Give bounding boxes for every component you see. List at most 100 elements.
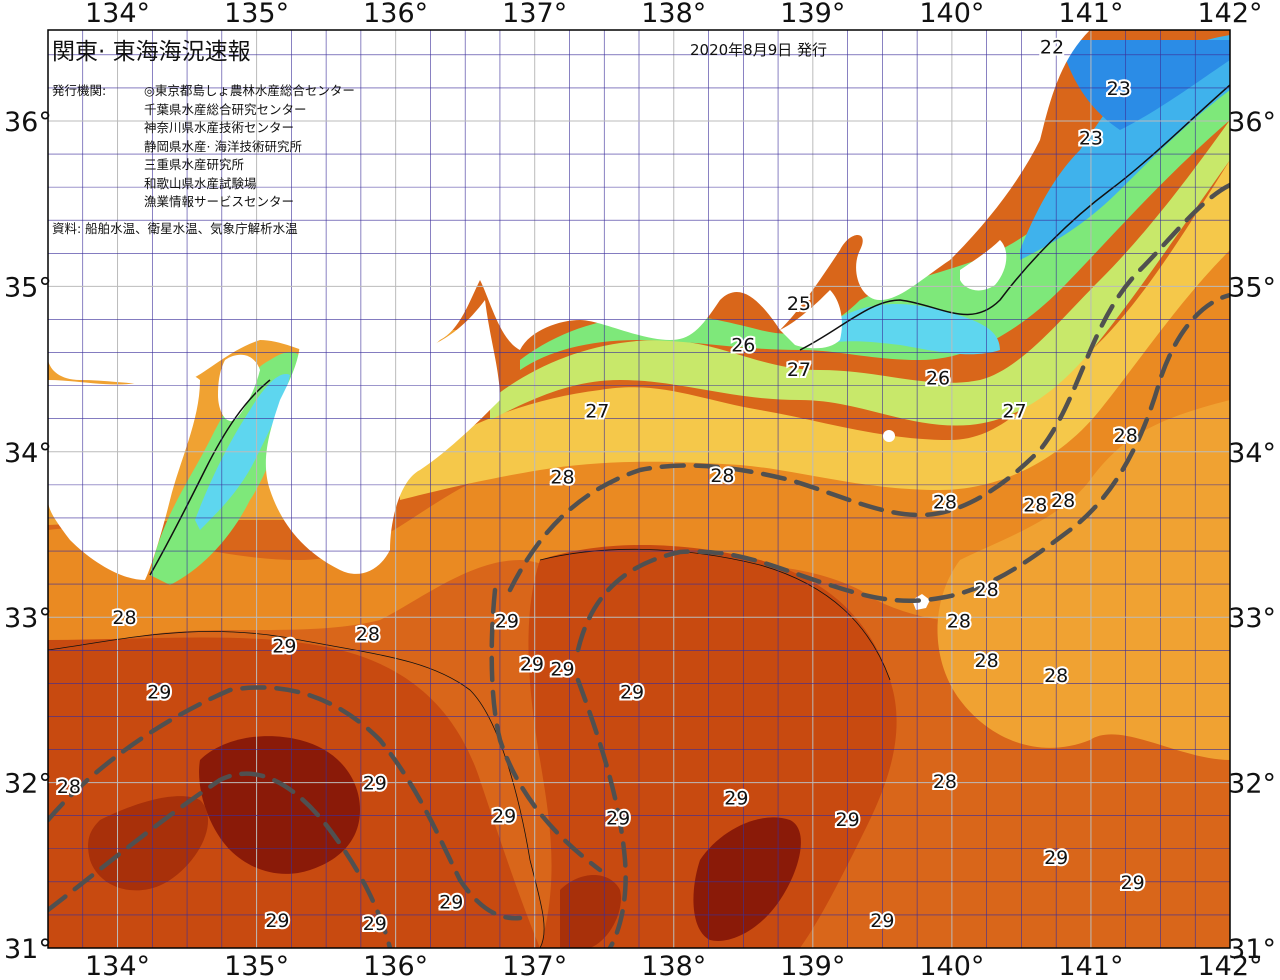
isotherm-label: 28 <box>1051 490 1075 512</box>
longitude-label-top: 134° <box>85 0 150 29</box>
longitude-label-top: 140° <box>919 0 984 29</box>
isotherm-label: 22 <box>1040 37 1064 59</box>
latitude-label-left: 35° <box>4 272 52 303</box>
latitude-label-left: 31° <box>4 934 52 965</box>
isotherm-label: 29 <box>439 892 463 914</box>
isotherm-label: 29 <box>363 913 387 935</box>
latitude-label-right: 33° <box>1228 603 1276 634</box>
data-source: 資料: 船舶水温、衛星水温、気象庁解析水温 <box>52 221 298 236</box>
latitude-label-right: 34° <box>1228 438 1276 469</box>
isotherm-label: 29 <box>363 773 387 795</box>
hot-core-29-5 <box>88 796 209 891</box>
isotherm-label: 29 <box>1044 847 1068 869</box>
isotherm-label: 28 <box>1114 425 1138 447</box>
longitude-label-top: 135° <box>224 0 289 29</box>
warm-band-28-east <box>937 400 1230 760</box>
coastal-27 <box>400 160 1230 500</box>
warm-pool-29-east <box>528 545 897 948</box>
latitude-label-left: 32° <box>4 769 52 800</box>
issuer-item: 三重県水産研究所 <box>144 157 245 172</box>
isotherm-label: 28 <box>550 467 574 489</box>
cold-water-22 <box>1060 40 1230 130</box>
isotherm-label: 28 <box>710 465 734 487</box>
isotherm-label: 28 <box>1044 665 1068 687</box>
isotherm-label: 27 <box>1002 400 1026 422</box>
land-shikoku <box>48 374 200 580</box>
coastal-26 <box>490 120 1230 426</box>
latitude-label-left: 33° <box>4 603 52 634</box>
warm-eddy-meander-west <box>48 685 523 921</box>
longitude-label-bottom: 140° <box>919 951 984 980</box>
warm-eddy-inner <box>489 587 603 873</box>
isotherm-label: 29 <box>265 910 289 932</box>
isotherm-label: 29 <box>1121 872 1145 894</box>
isotherm-label: 29 <box>520 654 544 676</box>
isotherm-label: 29 <box>724 787 748 809</box>
isotherm-label: 28 <box>947 610 971 632</box>
latitude-label-right: 36° <box>1228 107 1276 138</box>
longitude-label-bottom: 134° <box>85 951 150 980</box>
isotherm-label: 26 <box>926 367 950 389</box>
contour-line <box>799 84 1230 351</box>
land-izu-peninsula <box>780 290 842 349</box>
isotherm-label: 25 <box>787 293 811 315</box>
isotherm-label: 28 <box>975 579 999 601</box>
issuer-item: 神奈川県水産技術センター <box>144 120 295 135</box>
issuer-block: 発行機関: ◎東京都島しょ農林水産総合センター 千葉県水産総合研究センター 神奈川… <box>52 82 355 212</box>
isotherm-label: 28 <box>57 776 81 798</box>
isotherm-label: 28 <box>112 607 136 629</box>
isotherm-label: 29 <box>147 682 171 704</box>
longitude-label-top: 141° <box>1058 0 1123 29</box>
latitude-label-left: 34° <box>4 438 52 469</box>
kuroshio-axis-north <box>507 182 1230 593</box>
issuer-item: 静岡県水産· 海洋技術研究所 <box>144 138 302 154</box>
isotherm-label: 28 <box>1023 495 1047 517</box>
isotherm-label: 29 <box>495 610 519 632</box>
isotherm-label: 29 <box>606 807 630 829</box>
axis-labels: 134° 134° 135° 135° 136° 136° 137° 137° 138° 138°… <box>4 0 1276 980</box>
issuer-item: 和歌山県水産試験場 <box>144 175 257 191</box>
isotherm-label: 29 <box>835 809 859 831</box>
isotherm-label: 28 <box>975 650 999 672</box>
land-awaji <box>218 354 260 421</box>
land-izu-oshima <box>883 430 895 442</box>
map-title: 関東· 東海海況速報 <box>52 39 251 65</box>
isotherm-label: 29 <box>870 910 894 932</box>
isotherm-label: 29 <box>550 658 574 680</box>
warm-eddy-meander-southwest <box>48 771 393 948</box>
land-boso-peninsula <box>960 240 1007 291</box>
map-frame <box>47 29 1231 949</box>
longitude-label-top: 139° <box>780 0 845 29</box>
isotherm-label: 27 <box>787 359 811 381</box>
longitude-label-bottom: 139° <box>780 951 845 980</box>
longitude-label-bottom: 138° <box>641 951 706 980</box>
latitude-label-right: 32° <box>1228 769 1276 800</box>
longitude-label-bottom: 141° <box>1058 951 1123 980</box>
hot-core-30-west <box>199 736 360 874</box>
isotherm-label: 29 <box>620 682 644 704</box>
issue-date: 2020年8月9日 発行 <box>690 41 828 59</box>
longitude-label-bottom: 136° <box>363 951 428 980</box>
longitude-label-top: 137° <box>502 0 567 29</box>
latitude-label-left: 36° <box>4 107 52 138</box>
contour-line <box>149 379 271 576</box>
warm-eddy-east-arc <box>575 677 628 948</box>
longitude-label-top: 142° <box>1197 0 1262 29</box>
kuroshio-axis-lines <box>48 182 1230 948</box>
hot-core-29-5-b <box>560 875 621 948</box>
issuer-label: 発行機関: <box>52 83 107 98</box>
bay-water-24 <box>820 304 1000 355</box>
land-hachijojima <box>912 594 930 610</box>
isotherm-label: 28 <box>356 624 380 646</box>
contour-line <box>48 631 545 948</box>
issuer-item: 千葉県水産総合研究センター <box>144 101 307 117</box>
isotherm-label: 23 <box>1079 128 1103 150</box>
longitude-label-bottom: 137° <box>502 951 567 980</box>
warm-band-28 <box>48 200 1230 650</box>
isotherm-label: 23 <box>1107 78 1131 100</box>
isotherm-label: 29 <box>492 806 516 828</box>
isotherm-label: 26 <box>731 334 755 356</box>
isotherm-label: 28 <box>933 771 957 793</box>
